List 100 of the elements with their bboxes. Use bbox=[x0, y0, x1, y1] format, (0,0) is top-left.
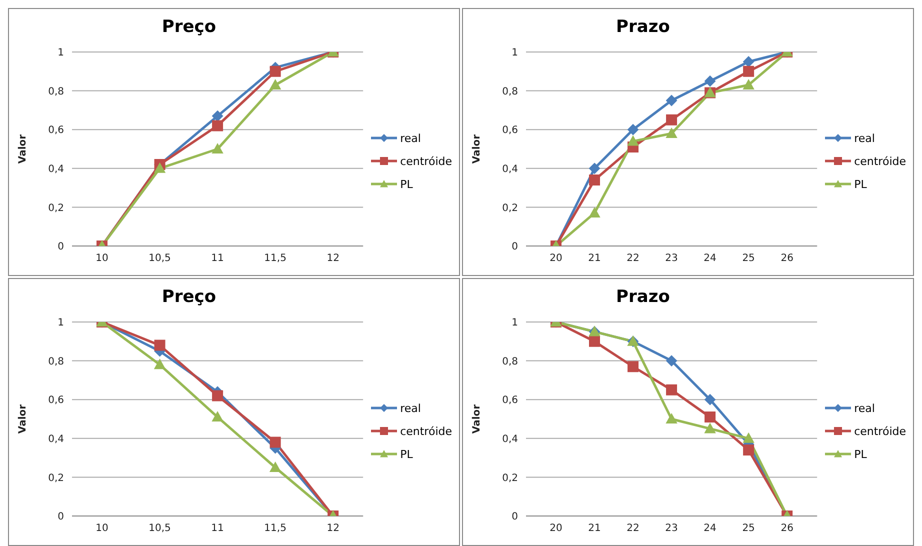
y-tick-label: 0,6 bbox=[48, 125, 64, 136]
chart-title: Prazo bbox=[615, 16, 671, 39]
chart-title: Prazo bbox=[615, 286, 671, 309]
x-tick-label: 20 bbox=[550, 523, 562, 534]
legend-label: PL bbox=[400, 178, 413, 190]
y-tick-label: 0 bbox=[512, 242, 518, 253]
legend-label: centróide bbox=[854, 154, 906, 168]
legend-label: real bbox=[854, 402, 875, 414]
point bbox=[212, 144, 224, 154]
point bbox=[666, 128, 678, 138]
point bbox=[704, 394, 716, 406]
legend-label: real bbox=[400, 402, 421, 414]
y-tick-label: 0,8 bbox=[502, 86, 518, 98]
point bbox=[212, 390, 224, 402]
point bbox=[154, 359, 166, 370]
point bbox=[154, 162, 166, 173]
x-tick-label: 12 bbox=[326, 523, 340, 534]
x-tick-label: 21 bbox=[588, 253, 601, 264]
x-tick-label: 10 bbox=[96, 523, 108, 534]
point bbox=[212, 120, 224, 132]
x-tick-label: 26 bbox=[780, 523, 794, 534]
y-tick-label: 1 bbox=[512, 318, 518, 329]
point bbox=[743, 56, 754, 68]
point bbox=[743, 66, 754, 77]
x-tick-label: 11,5 bbox=[264, 523, 286, 534]
y-axis-title: Valor bbox=[472, 404, 483, 434]
point bbox=[628, 361, 639, 372]
y-axis-title: Valor bbox=[472, 134, 483, 164]
y-tick-label: 0,2 bbox=[502, 472, 518, 484]
point bbox=[212, 110, 224, 122]
chart-title: Preço bbox=[160, 16, 218, 39]
x-tick-label: 25 bbox=[742, 253, 755, 264]
x-tick-label: 24 bbox=[704, 523, 716, 534]
y-tick-label: 0,6 bbox=[48, 395, 64, 406]
point bbox=[589, 208, 600, 218]
legend-label: centróide bbox=[400, 424, 452, 438]
y-axis-title: Valor bbox=[18, 134, 29, 164]
x-tick-label: 10,5 bbox=[148, 523, 171, 534]
x-tick-label: 25 bbox=[742, 523, 755, 534]
y-tick-label: 0,4 bbox=[502, 434, 518, 445]
y-tick-label: 0 bbox=[58, 242, 64, 253]
x-tick-label: 22 bbox=[626, 523, 640, 534]
y-tick-label: 0,2 bbox=[48, 202, 64, 214]
y-tick-label: 0,4 bbox=[48, 434, 64, 445]
point bbox=[743, 444, 754, 456]
point bbox=[743, 79, 754, 90]
legend-label: PL bbox=[854, 178, 867, 190]
x-tick-label: 10,5 bbox=[148, 253, 171, 264]
y-tick-label: 0,6 bbox=[502, 125, 518, 136]
point bbox=[589, 336, 600, 347]
x-tick-label: 24 bbox=[704, 253, 716, 264]
y-tick-label: 0,8 bbox=[502, 356, 518, 368]
y-tick-label: 0 bbox=[512, 512, 518, 523]
y-tick-label: 1 bbox=[58, 48, 64, 59]
legend-label: real bbox=[400, 132, 421, 144]
y-tick-label: 0 bbox=[58, 512, 64, 523]
point bbox=[666, 95, 678, 106]
point bbox=[154, 340, 166, 351]
point bbox=[704, 423, 716, 434]
y-tick-label: 0,4 bbox=[502, 164, 518, 175]
point bbox=[666, 114, 678, 126]
legend-label: centróide bbox=[400, 154, 452, 168]
point bbox=[589, 162, 600, 174]
y-tick-label: 1 bbox=[58, 318, 64, 329]
point bbox=[270, 436, 281, 448]
x-tick-label: 11 bbox=[211, 523, 224, 534]
point bbox=[666, 384, 678, 396]
x-tick-label: 26 bbox=[780, 253, 794, 264]
point bbox=[704, 412, 716, 423]
legend-label: real bbox=[854, 132, 875, 144]
y-tick-label: 0,8 bbox=[48, 356, 64, 368]
point bbox=[628, 136, 639, 146]
x-tick-label: 11,5 bbox=[264, 253, 286, 264]
x-tick-label: 20 bbox=[550, 253, 562, 264]
point bbox=[589, 174, 600, 186]
x-tick-label: 23 bbox=[665, 253, 678, 264]
x-tick-label: 21 bbox=[588, 523, 601, 534]
point bbox=[666, 355, 678, 366]
y-tick-label: 0,8 bbox=[48, 86, 64, 98]
point bbox=[666, 414, 678, 424]
y-tick-label: 0,4 bbox=[48, 164, 64, 175]
point bbox=[704, 76, 716, 87]
x-tick-label: 10 bbox=[96, 253, 108, 264]
legend-label: PL bbox=[854, 448, 867, 460]
y-tick-label: 1 bbox=[512, 48, 518, 59]
legend-label: PL bbox=[400, 448, 413, 460]
x-tick-label: 11 bbox=[211, 253, 224, 264]
point bbox=[212, 412, 224, 422]
x-tick-label: 22 bbox=[626, 253, 640, 264]
y-tick-label: 0,6 bbox=[502, 395, 518, 406]
chart-title: Preço bbox=[160, 286, 218, 309]
x-tick-label: 12 bbox=[326, 253, 340, 264]
point bbox=[270, 66, 281, 77]
point bbox=[628, 124, 639, 136]
y-axis-title: Valor bbox=[18, 404, 29, 434]
legend-label: centróide bbox=[854, 424, 906, 438]
y-tick-label: 0,2 bbox=[48, 472, 64, 484]
point bbox=[743, 432, 754, 443]
point bbox=[270, 462, 281, 472]
y-tick-label: 0,2 bbox=[502, 202, 518, 214]
